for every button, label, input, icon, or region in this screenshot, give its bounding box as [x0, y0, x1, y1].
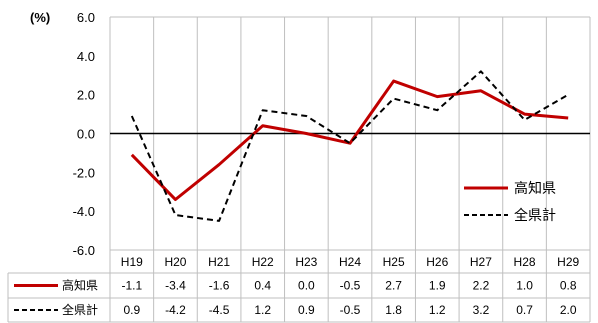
table-cell: 1.2 [429, 303, 446, 317]
table-cell: 1.0 [516, 279, 533, 293]
table-cell: -1.1 [121, 279, 142, 293]
table-cell: 2.2 [473, 279, 490, 293]
legend-label: 全県計 [514, 207, 556, 223]
table-cell: -0.5 [340, 279, 361, 293]
series-layer [130, 70, 569, 222]
table-cell: 2.7 [385, 279, 402, 293]
y-tick-label: 6.0 [77, 10, 95, 25]
legend-label: 高知県 [514, 180, 556, 196]
table-cell: 0.9 [123, 303, 140, 317]
x-tick-label: H21 [208, 255, 230, 269]
table-cell: -3.4 [165, 279, 186, 293]
y-tick-label: 4.0 [77, 49, 95, 64]
table-cell: 0.0 [298, 279, 315, 293]
table-cell: 1.9 [429, 279, 446, 293]
y-tick-label: -4.0 [73, 204, 95, 219]
unit-label: (%) [30, 10, 50, 25]
table-cell: -0.5 [340, 303, 361, 317]
x-tick-label: H29 [557, 255, 579, 269]
x-tick-label: H28 [514, 255, 536, 269]
table-cell: 0.8 [560, 279, 577, 293]
table-cell: 1.2 [254, 303, 271, 317]
y-tick-label: -6.0 [73, 243, 95, 258]
x-tick-label: H27 [470, 255, 492, 269]
table-cell: 3.2 [473, 303, 490, 317]
x-tick-label: H23 [295, 255, 317, 269]
series-line-1 [130, 79, 569, 202]
axis-layer: 6.0 4.0 2.0 0.0 -2.0 -4.0 -6.0 [73, 10, 590, 258]
y-tick-label: 0.0 [77, 127, 95, 142]
x-tick-label: H22 [252, 255, 274, 269]
x-tick-label: H24 [339, 255, 361, 269]
table-cell: 0.7 [516, 303, 533, 317]
x-tick-label: H20 [164, 255, 186, 269]
table-row-label: 全県計 [62, 302, 98, 317]
table-cell: -4.2 [165, 303, 186, 317]
x-tick-label: H25 [383, 255, 405, 269]
data-table: H19 H20 H21 H22 H23 H24 H25 H26 H27 H28 H29 高知県 -1.1… [7, 249, 591, 323]
table-cell: 0.4 [254, 279, 271, 293]
table-cell: 2.0 [560, 303, 577, 317]
y-tick-label: -2.0 [73, 165, 95, 180]
table-row-label: 高知県 [62, 278, 98, 293]
x-tick-label: H26 [426, 255, 448, 269]
table-cell: -1.6 [209, 279, 230, 293]
table-cell: -4.5 [209, 303, 230, 317]
series-line-2 [130, 70, 569, 222]
y-tick-label: 2.0 [77, 88, 95, 103]
table-cell: 1.8 [385, 303, 402, 317]
x-tick-label: H19 [121, 255, 143, 269]
table-cell: 0.9 [298, 303, 315, 317]
